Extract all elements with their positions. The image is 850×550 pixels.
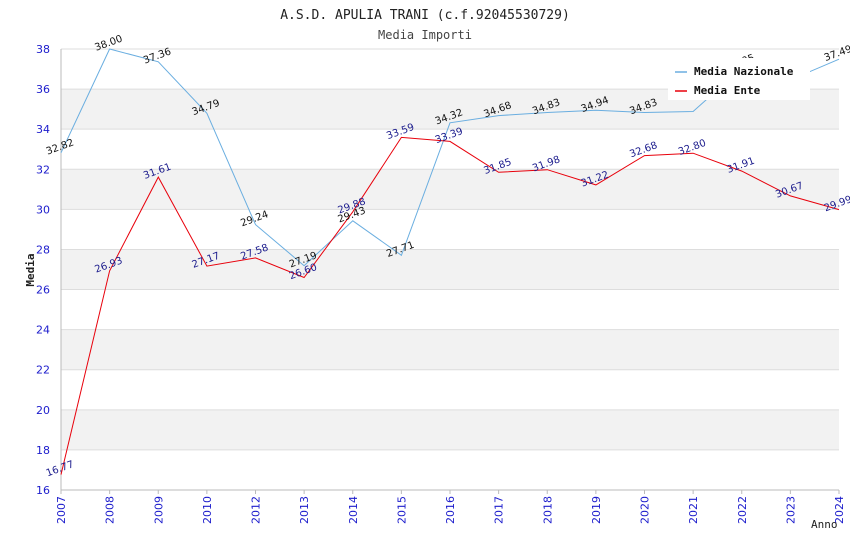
x-tick-label: 2014 — [347, 496, 360, 524]
y-tick-label: 24 — [36, 324, 50, 337]
y-tick-label: 36 — [36, 83, 50, 96]
data-label-media-nazionale: 32.82 — [45, 137, 76, 157]
data-label-media-ente: 32.68 — [628, 140, 659, 160]
grid-band — [61, 169, 839, 210]
y-tick-label: 34 — [36, 123, 50, 136]
grid-band — [61, 249, 839, 290]
x-tick-label: 2017 — [493, 496, 506, 524]
data-label-media-nazionale: 37.49 — [823, 44, 850, 64]
grid-band — [61, 409, 839, 450]
y-tick-label: 30 — [36, 203, 50, 216]
legend-box — [668, 58, 810, 100]
y-tick-label: 16 — [36, 484, 50, 497]
y-axis-label: Media — [24, 253, 37, 286]
x-tick-label: 2015 — [395, 496, 408, 524]
chart-title: A.S.D. APULIA TRANI (c.f.92045530729) — [280, 8, 570, 23]
y-tick-label: 28 — [36, 243, 50, 256]
data-label-media-ente: 16.77 — [45, 459, 76, 479]
x-tick-label: 2018 — [541, 496, 554, 524]
legend-label-media-ente: Media Ente — [694, 84, 761, 97]
grid-bands — [61, 89, 839, 450]
x-tick-label: 2021 — [687, 496, 700, 524]
x-tick-label: 2012 — [250, 496, 263, 524]
y-axis-ticks: 16 18 20 22 24 26 28 30 32 34 36 38 — [36, 43, 50, 497]
y-tick-label: 38 — [36, 43, 50, 56]
x-tick-label: 2024 — [833, 496, 846, 524]
data-label-media-nazionale: 29.24 — [239, 209, 270, 229]
series-line-media-ente — [60, 136, 840, 475]
x-axis-ticks: 2007 2008 2009 2010 2012 2013 2014 2015 2016 2017… — [55, 490, 846, 524]
x-tick-label: 2023 — [784, 496, 797, 524]
x-tick-label: 2009 — [152, 496, 165, 524]
x-tick-label: 2022 — [736, 496, 749, 524]
x-tick-label: 2016 — [444, 496, 457, 524]
x-tick-label: 2020 — [639, 496, 652, 524]
legend-label-media-nazionale: Media Nazionale — [694, 65, 794, 78]
x-tick-label: 2019 — [590, 496, 603, 524]
y-tick-label: 22 — [36, 364, 50, 377]
y-tick-label: 20 — [36, 404, 50, 417]
y-tick-label: 26 — [36, 284, 50, 297]
chart-subtitle: Media Importi — [378, 28, 472, 42]
x-tick-label: 2013 — [298, 496, 311, 524]
y-tick-label: 32 — [36, 163, 50, 176]
x-tick-label: 2010 — [201, 496, 214, 524]
data-label-media-ente: 32.80 — [677, 138, 708, 158]
x-tick-label: 2008 — [104, 496, 117, 524]
x-axis-label: Anno — [811, 518, 838, 531]
legend: Media Nazionale Media Ente — [668, 58, 810, 100]
x-tick-label: 2007 — [55, 496, 68, 524]
grid-band — [61, 329, 839, 370]
y-tick-label: 18 — [36, 444, 50, 457]
